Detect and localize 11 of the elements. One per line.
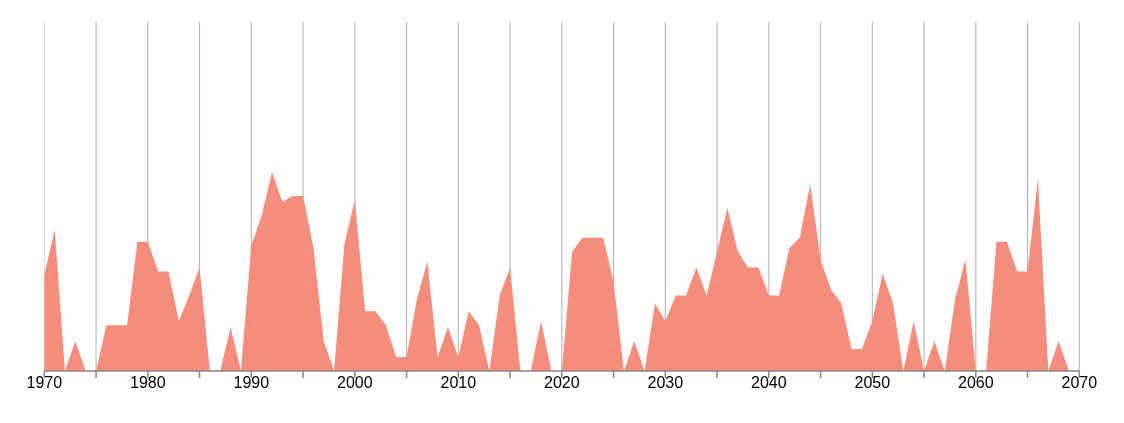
x-tick-label: 2050 [854, 374, 891, 391]
x-tick-label: 2040 [751, 374, 787, 391]
x-tick-label: 2020 [544, 374, 580, 391]
x-tick-label: 2070 [1061, 374, 1098, 391]
x-tick-label: 2010 [440, 374, 477, 391]
x-tick-label: 1980 [130, 374, 166, 391]
x-tick-label: 2030 [647, 374, 684, 391]
x-tick-label: 2060 [958, 374, 994, 391]
x-tick-label: 2000 [337, 374, 373, 391]
x-tick-label: 1970 [26, 374, 63, 391]
x-tick-label: 1990 [233, 374, 270, 391]
